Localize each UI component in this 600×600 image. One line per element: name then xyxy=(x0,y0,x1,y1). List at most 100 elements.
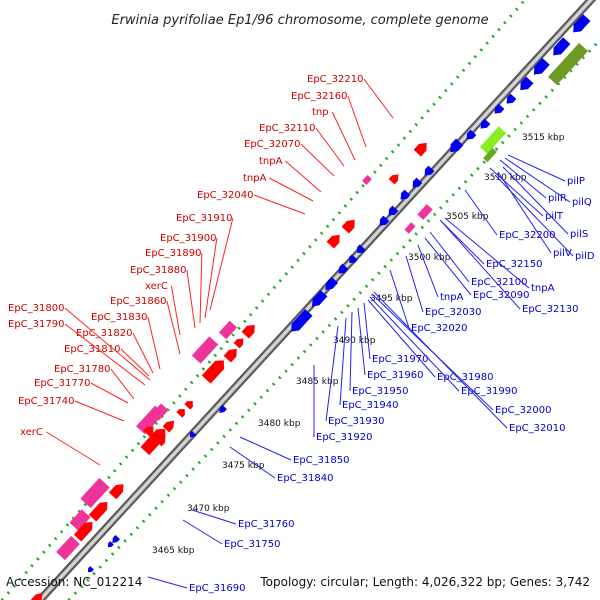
magenta-gene xyxy=(362,175,372,185)
reverse-gene-label: EpC_31750 xyxy=(182,519,280,550)
reverse-gene xyxy=(388,205,399,216)
forward-gene-label: EpC_32040 xyxy=(197,190,306,215)
svg-text:pilR: pilR xyxy=(548,193,567,204)
svg-text:EpC_31780: EpC_31780 xyxy=(54,364,110,375)
reverse-gene-label: EpC_32020 xyxy=(389,269,467,334)
svg-text:EpC_32160: EpC_32160 xyxy=(291,91,347,102)
svg-text:pilV: pilV xyxy=(553,248,572,259)
reverse-gene-label: EpC_32090 xyxy=(424,237,529,301)
svg-text:pilD: pilD xyxy=(575,251,595,262)
green-gene xyxy=(479,126,507,154)
reverse-gene xyxy=(412,177,423,188)
reverse-gene-label: EpC_31920 xyxy=(313,365,372,443)
forward-gene xyxy=(413,142,427,157)
kbp-tick-label: 3475 kbp xyxy=(222,461,265,471)
svg-text:EpC_31750: EpC_31750 xyxy=(224,539,280,550)
svg-text:EpC_31850: EpC_31850 xyxy=(293,455,349,466)
gene-features xyxy=(30,14,591,600)
reverse-gene-label: EpC_31930 xyxy=(325,325,384,427)
svg-text:EpC_31830: EpC_31830 xyxy=(91,312,147,323)
svg-text:xerC: xerC xyxy=(20,427,43,438)
svg-text:EpC_31950: EpC_31950 xyxy=(352,386,408,397)
reverse-gene xyxy=(189,430,197,438)
svg-text:pilS: pilS xyxy=(570,229,588,240)
reverse-gene xyxy=(450,138,464,153)
forward-gene-label: EpC_31780 xyxy=(54,364,135,400)
forward-gene xyxy=(326,234,340,249)
kbp-tick-label: 3515 kbp xyxy=(522,133,565,143)
forward-gene-label: tnpA xyxy=(259,156,322,193)
reverse-gene-label: EpC_32010 xyxy=(373,291,565,434)
forward-gene xyxy=(140,428,166,456)
svg-text:EpC_31740: EpC_31740 xyxy=(18,396,74,407)
svg-text:EpC_31860: EpC_31860 xyxy=(110,296,166,307)
kbp-tick-label: 3510 kbp xyxy=(484,173,527,183)
forward-gene xyxy=(176,409,185,418)
reverse-gene xyxy=(357,244,366,253)
forward-gene-label: EpC_32070 xyxy=(244,139,335,177)
svg-text:tnpA: tnpA xyxy=(243,173,267,184)
kbp-tick-label: 3490 kbp xyxy=(333,336,376,346)
svg-text:pilQ: pilQ xyxy=(572,197,592,208)
reverse-gene xyxy=(379,215,390,226)
reverse-gene xyxy=(573,14,591,33)
svg-text:EpC_31910: EpC_31910 xyxy=(176,213,232,224)
reverse-gene xyxy=(338,263,349,274)
reverse-gene-label: EpC_31940 xyxy=(339,317,398,411)
forward-gene xyxy=(201,360,225,384)
forward-gene xyxy=(143,426,154,437)
svg-text:EpC_32000: EpC_32000 xyxy=(495,405,551,416)
forward-gene-label: tnpA xyxy=(243,173,314,202)
forward-gene-label: EpC_32210 xyxy=(307,74,394,119)
reverse-gene-label: pilV xyxy=(497,171,572,259)
svg-text:tnpA: tnpA xyxy=(440,292,464,303)
reverse-gene-label: pilT xyxy=(489,167,564,222)
svg-text:EpC_32030: EpC_32030 xyxy=(425,307,481,318)
reverse-gene xyxy=(219,405,227,413)
reverse-gene-label: EpC_32200 xyxy=(464,189,555,241)
svg-text:EpC_32070: EpC_32070 xyxy=(244,139,300,150)
svg-text:EpC_32110: EpC_32110 xyxy=(259,123,315,134)
svg-text:EpC_31760: EpC_31760 xyxy=(238,519,294,530)
reverse-gene xyxy=(424,165,435,176)
reverse-gene-label: tnpA xyxy=(444,217,555,294)
kbp-tick-label: 3495 kbp xyxy=(370,294,413,304)
magenta-gene xyxy=(417,204,433,220)
svg-text:EpC_32150: EpC_32150 xyxy=(486,259,542,270)
forward-gene-label: EpC_31770 xyxy=(34,378,129,404)
reverse-gene xyxy=(291,309,313,332)
forward-gene-label: EpC_31860 xyxy=(110,296,181,355)
forward-gene-label: EpC_31830 xyxy=(91,312,161,370)
svg-text:pilT: pilT xyxy=(545,211,564,222)
svg-text:tnpA: tnpA xyxy=(259,156,283,167)
reverse-gene-label: pilS xyxy=(502,166,588,240)
svg-text:EpC_32020: EpC_32020 xyxy=(411,323,467,334)
magenta-gene xyxy=(69,509,91,531)
magenta-gene xyxy=(56,535,80,561)
kbp-tick-label: 3465 kbp xyxy=(152,546,195,556)
svg-text:EpC_31820: EpC_31820 xyxy=(76,328,132,339)
reverse-gene-label: EpC_31850 xyxy=(239,436,349,466)
forward-gene-label: EpC_31740 xyxy=(18,396,125,422)
kbp-tick-label: 3485 kbp xyxy=(296,377,339,387)
kbp-ticks: 3465 kbp 3470 kbp 3475 kbp 3480 kbp 3485 kbp… xyxy=(152,133,565,556)
reverse-gene xyxy=(112,535,120,543)
forward-gene xyxy=(341,219,355,234)
svg-text:EpC_32040: EpC_32040 xyxy=(197,190,253,201)
svg-text:EpC_31880: EpC_31880 xyxy=(130,265,186,276)
inner-dotted-ring xyxy=(66,38,600,600)
forward-gene xyxy=(388,174,399,185)
reverse-gene-label: EpC_31990 xyxy=(369,296,517,397)
forward-gene-label: EpC_31790 xyxy=(8,319,146,386)
reverse-gene-label: tnpA xyxy=(417,244,464,303)
magenta-gene xyxy=(80,477,110,509)
svg-text:EpC_32100: EpC_32100 xyxy=(471,277,527,288)
reverse-gene xyxy=(466,129,477,140)
forward-gene-label: EpC_31900 xyxy=(160,233,218,319)
svg-text:EpC_31790: EpC_31790 xyxy=(8,319,64,330)
svg-text:EpC_31960: EpC_31960 xyxy=(367,370,423,381)
reverse-gene-label: EpC_31970 xyxy=(363,302,428,365)
forward-gene-label: EpC_31800 xyxy=(8,303,151,381)
svg-text:EpC_32130: EpC_32130 xyxy=(522,304,578,315)
forward-gene xyxy=(108,484,124,500)
